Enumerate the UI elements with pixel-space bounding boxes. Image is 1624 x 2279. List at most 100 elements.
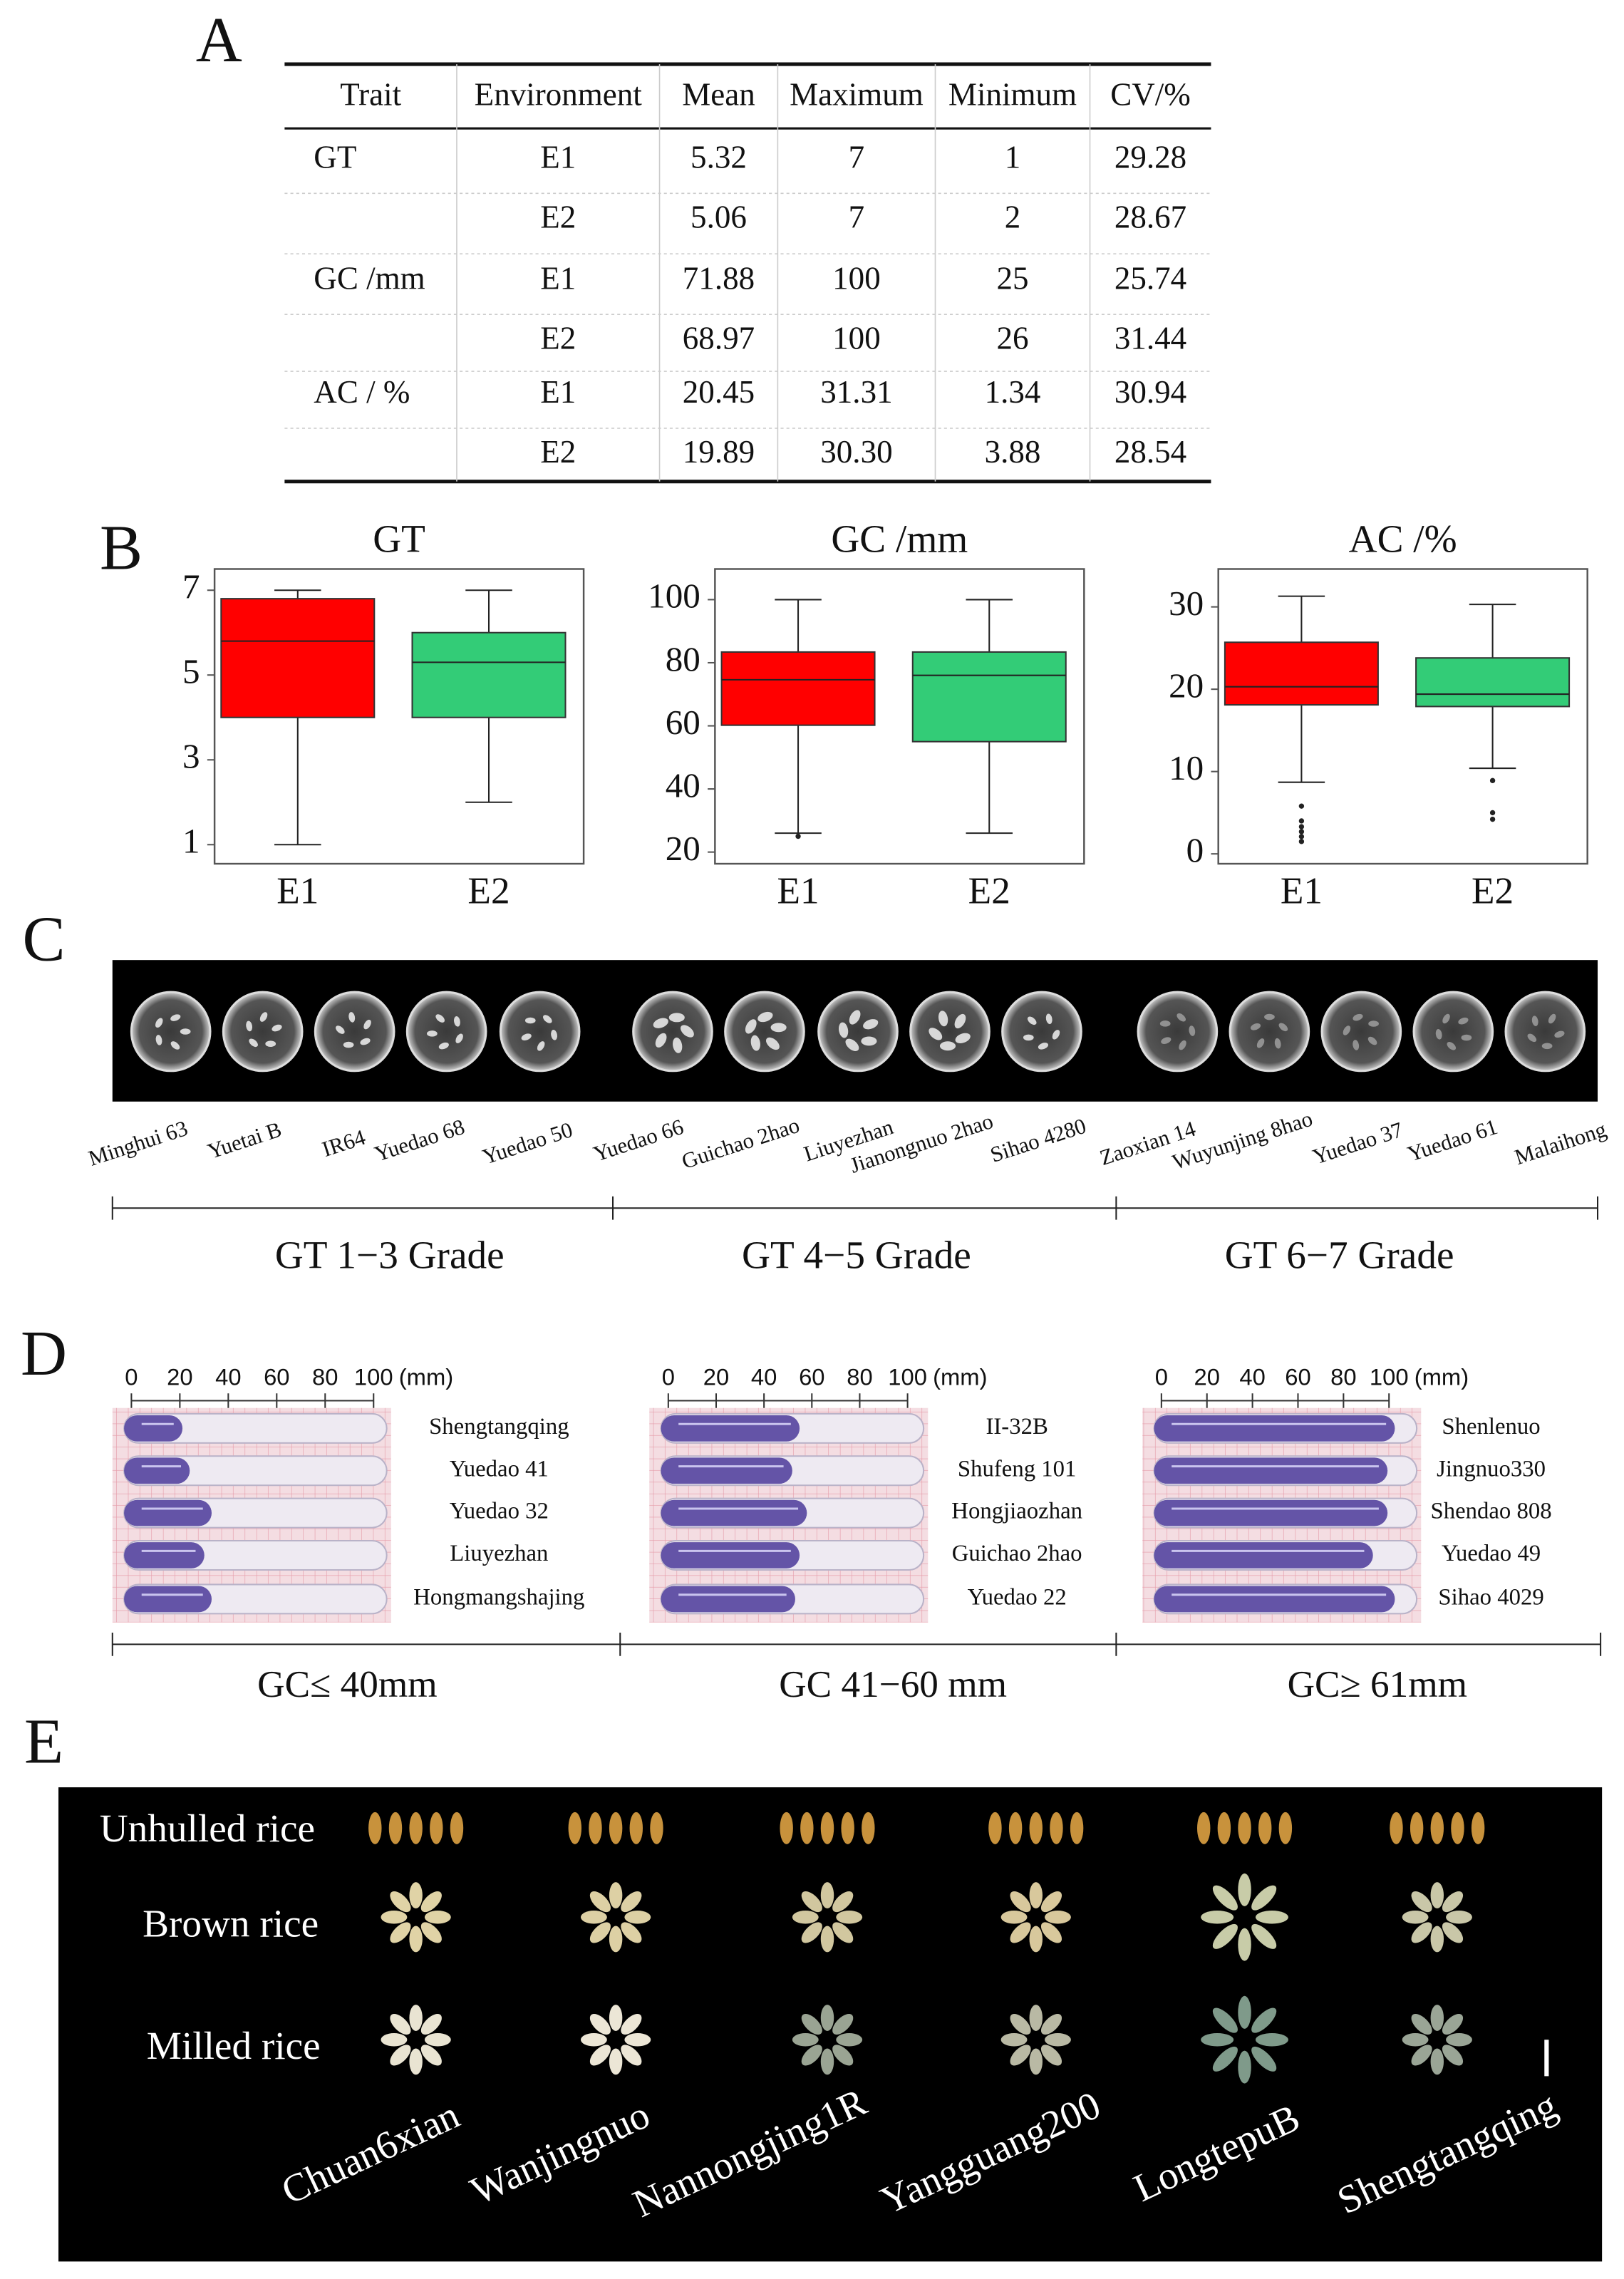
grain bbox=[170, 1014, 181, 1021]
grain bbox=[836, 2033, 863, 2047]
grain bbox=[521, 1033, 532, 1040]
scale-label: 60 bbox=[264, 1363, 289, 1390]
scale-unit: (mm) bbox=[1414, 1363, 1469, 1390]
y-tick-label: 0 bbox=[1186, 830, 1204, 869]
variety-label: Yuedao 22 bbox=[968, 1584, 1067, 1610]
table-cell: E1 bbox=[540, 260, 576, 296]
gel bbox=[661, 1542, 800, 1569]
grain bbox=[1176, 1013, 1186, 1022]
table-cell: 30.94 bbox=[1114, 374, 1186, 410]
dish bbox=[405, 991, 487, 1073]
table-cell: 7 bbox=[849, 199, 865, 234]
scale-label: 80 bbox=[847, 1363, 872, 1390]
variety-label: Hongmangshajing bbox=[413, 1584, 584, 1610]
unhulled-grain bbox=[1278, 1812, 1293, 1844]
grain bbox=[1251, 2007, 1277, 2033]
grain bbox=[1264, 1013, 1275, 1020]
table-header: Mean bbox=[682, 77, 755, 113]
table-cell: 26 bbox=[996, 320, 1028, 356]
grain bbox=[1411, 1922, 1432, 1943]
grain bbox=[155, 1018, 163, 1028]
grain bbox=[589, 2013, 611, 2035]
box bbox=[1224, 641, 1379, 706]
grain bbox=[420, 2013, 442, 2035]
grain bbox=[543, 1015, 552, 1023]
group-label: GC≥ 61mm bbox=[1288, 1663, 1467, 1705]
grain bbox=[589, 2045, 611, 2066]
grain bbox=[1411, 2045, 1432, 2066]
unhulled-grain bbox=[650, 1812, 663, 1844]
grain bbox=[1052, 1030, 1060, 1040]
grain bbox=[609, 2005, 623, 2031]
outlier bbox=[1489, 816, 1496, 822]
grain bbox=[1442, 1013, 1450, 1024]
grain bbox=[435, 1014, 445, 1023]
table-cell: 1.34 bbox=[985, 374, 1041, 410]
variety-label: Yuedao 37 bbox=[1310, 1117, 1406, 1169]
x-tick-label: E2 bbox=[968, 869, 1010, 911]
grain bbox=[1212, 1885, 1238, 1911]
grade-label: GT 1−3 Grade bbox=[275, 1234, 505, 1277]
gel bbox=[661, 1586, 795, 1613]
x-tick-label: E2 bbox=[1472, 869, 1514, 911]
variety-label: Sihao 4029 bbox=[1438, 1584, 1543, 1610]
grain bbox=[1278, 1023, 1288, 1032]
unhulled-grain bbox=[388, 1812, 403, 1844]
table-cell: E2 bbox=[540, 434, 576, 470]
scale-unit: (mm) bbox=[933, 1363, 987, 1390]
y-tick-label: 80 bbox=[666, 639, 700, 678]
grain bbox=[259, 1012, 268, 1022]
dish bbox=[632, 991, 713, 1073]
table-cell: E1 bbox=[540, 140, 576, 175]
grain bbox=[673, 1037, 683, 1053]
grain bbox=[1435, 1029, 1442, 1040]
grain bbox=[438, 1042, 449, 1050]
gel bbox=[124, 1415, 183, 1442]
grain bbox=[1027, 1016, 1037, 1025]
unhulled-grain bbox=[1258, 1812, 1272, 1844]
group-label: GC≤ 40mm bbox=[257, 1663, 437, 1705]
variety-label: Yuedao 32 bbox=[450, 1499, 549, 1524]
grade-label: GT 6−7 Grade bbox=[1225, 1234, 1454, 1277]
grain bbox=[1411, 1891, 1432, 1913]
variety-label: Yuedao 61 bbox=[1405, 1115, 1501, 1167]
grain bbox=[155, 1035, 162, 1045]
grain bbox=[621, 1922, 642, 1943]
unhulled-grain bbox=[1197, 1812, 1211, 1844]
grain bbox=[390, 2013, 411, 2035]
grain bbox=[1040, 2045, 1062, 2066]
x-tick-label: E1 bbox=[276, 869, 319, 911]
box bbox=[1415, 657, 1571, 708]
grain bbox=[1430, 2005, 1444, 2031]
table-cell: 25.74 bbox=[1114, 260, 1186, 296]
y-tick-label: 30 bbox=[1169, 584, 1204, 623]
table-header: Maximum bbox=[790, 77, 924, 113]
grain bbox=[1255, 1911, 1288, 1924]
grain bbox=[1010, 1891, 1031, 1913]
grain bbox=[580, 1911, 607, 1924]
grain bbox=[624, 1911, 651, 1924]
grain bbox=[180, 1028, 191, 1035]
grain bbox=[551, 1030, 557, 1040]
grain bbox=[745, 1019, 757, 1034]
table-cell: 19.89 bbox=[683, 434, 755, 470]
grain bbox=[1179, 1040, 1186, 1050]
scale-label: 40 bbox=[1239, 1363, 1265, 1390]
unhulled-grain bbox=[629, 1812, 643, 1844]
dish bbox=[817, 991, 899, 1073]
scale-label: 80 bbox=[1330, 1363, 1356, 1390]
grain bbox=[336, 1025, 345, 1034]
dish bbox=[724, 991, 805, 1073]
row-label: Brown rice bbox=[143, 1901, 319, 1945]
gel bbox=[124, 1499, 212, 1526]
variety-label: Hongjiaozhan bbox=[951, 1499, 1082, 1524]
scale-label: 20 bbox=[167, 1363, 192, 1390]
grain bbox=[1255, 2033, 1288, 2047]
table-cell: 100 bbox=[832, 260, 881, 296]
dish bbox=[222, 991, 304, 1073]
grain bbox=[838, 1022, 849, 1038]
box bbox=[911, 651, 1067, 743]
scale-label: 60 bbox=[799, 1363, 824, 1390]
table-cell: 30.30 bbox=[820, 434, 892, 470]
scale-unit: (mm) bbox=[399, 1363, 453, 1390]
